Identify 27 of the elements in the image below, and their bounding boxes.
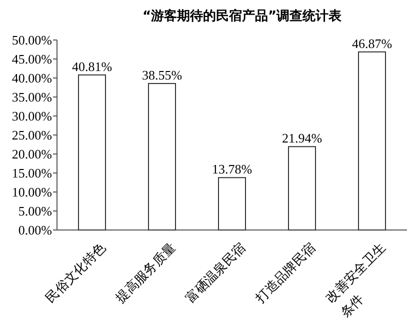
x-tick-label: 民俗文化特色 [42, 240, 108, 306]
y-tick-label: 45.00% [12, 52, 52, 66]
bar [148, 83, 176, 230]
bar [288, 146, 316, 230]
bar [358, 51, 386, 230]
y-tick-label: 5.00% [18, 204, 52, 218]
x-tick-label: 改善安全卫生条件 [322, 240, 388, 320]
chart-title: “游客期待的民宿产品”调查统计表 [142, 8, 343, 24]
y-tick-label: 50.00% [12, 32, 52, 48]
data-label: 21.94% [282, 130, 322, 146]
y-tick-label: 25.00% [12, 128, 52, 142]
y-tick-label: 15.00% [12, 166, 52, 180]
x-tick-label: 打造品牌民宿 [252, 240, 318, 306]
data-label: 46.87% [352, 36, 392, 51]
y-tick-label: 35.00% [12, 90, 52, 104]
data-label: 38.55% [142, 68, 182, 83]
y-tick-label: 40.00% [12, 70, 52, 86]
bar [218, 177, 246, 230]
bar [78, 74, 106, 230]
y-tick-label: 20.00% [12, 146, 52, 162]
x-tick-label: 富硒温泉民宿 [182, 240, 248, 306]
y-tick-label: 30.00% [12, 108, 52, 124]
data-label: 40.81% [72, 58, 112, 74]
data-label: 13.78% [212, 162, 252, 177]
y-tick-label: 0.00% [18, 222, 52, 238]
y-tick-label: 10.00% [12, 184, 52, 200]
x-tick-label: 提高服务质量 [112, 240, 178, 306]
